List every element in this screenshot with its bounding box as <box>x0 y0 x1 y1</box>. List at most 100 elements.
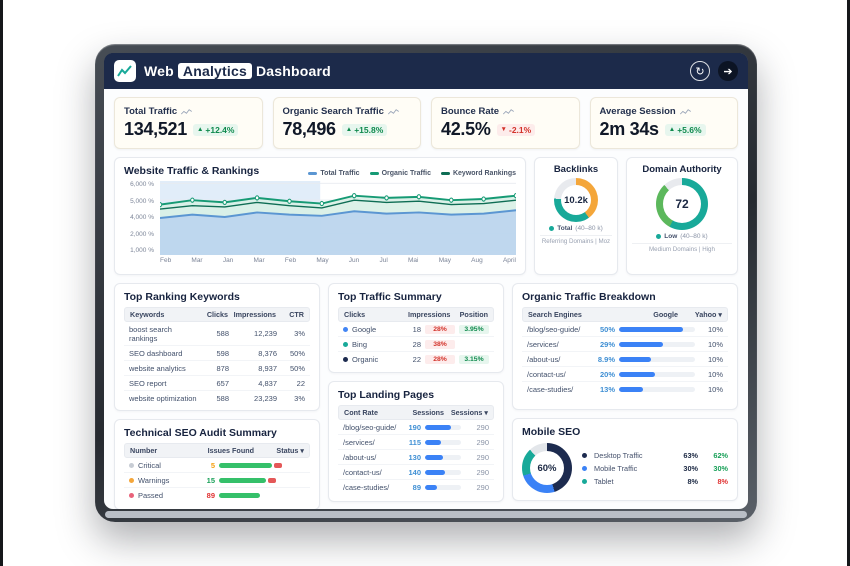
issue-cell: Warnings <box>129 476 185 485</box>
table-row: /services/29% 10% <box>522 337 728 352</box>
table-row: Organic 22 28% 3.15% <box>338 352 494 366</box>
table-row: /about-us/8.9% 10% <box>522 352 728 367</box>
table-header: Keywords Clicks Impressions CTR <box>124 307 310 322</box>
legend-dot-icon <box>582 452 587 458</box>
title-suffix: Dashboard <box>255 63 331 79</box>
x-axis-tick: Feb <box>160 257 172 264</box>
legend-item-keyword-rankings[interactable]: Keyword Rankings <box>440 170 516 177</box>
data-point-marker <box>190 197 195 203</box>
x-axis-tick: Mar <box>191 257 203 264</box>
engine-cell: Organic <box>343 355 401 364</box>
top-keywords-title: Top Ranking Keywords <box>124 291 240 303</box>
page-cell: /contact-us/ <box>343 467 382 477</box>
impressions-cell: 23,239 <box>254 393 277 403</box>
page-cell: /services/ <box>343 437 375 447</box>
x-axis-tick: Jan <box>222 257 234 264</box>
legend-item-total-traffic[interactable]: Total Traffic <box>308 169 360 177</box>
kpi-label: Bounce Rate <box>441 106 570 117</box>
x-axis-tick: April <box>502 257 516 264</box>
backlinks-footer: Referring Domains | Moz <box>540 235 612 245</box>
legend-value: 30% <box>683 463 698 473</box>
column-header: Sessions <box>412 408 444 417</box>
tablet-frame: Web Analytics Dashboard ↻ ➔ Total Traffi… <box>95 44 757 522</box>
sparkline-icon <box>387 109 399 115</box>
impressions-badge: 28% <box>425 324 455 334</box>
column-header: Position <box>459 310 488 319</box>
table-row: website optimization 588 23,239 3% <box>124 391 310 405</box>
mobile-seo-value: 60% <box>537 462 557 474</box>
backlinks-card: Backlinks 10.2k Total (40–80 k) Referrin… <box>534 157 618 275</box>
table-row: /blog/seo-guide/50% 10% <box>522 322 728 337</box>
column-header: Cont Rate <box>344 408 378 417</box>
ctr-cell: 50% <box>289 363 305 373</box>
domain-authority-title: Domain Authority <box>642 164 722 175</box>
mobile-seo-donut-chart: 60% <box>522 443 572 493</box>
impressions-cell: 4,837 <box>258 378 277 388</box>
legend-label: Total Traffic <box>320 169 360 177</box>
clicks-cell: 598 <box>216 348 229 358</box>
table-body: /blog/seo-guide/190 290/services/115 290/a… <box>338 420 494 494</box>
bottom-grid: Top Ranking Keywords Keywords Clicks Impre… <box>114 283 738 509</box>
ctr-cell: 22 <box>296 378 305 388</box>
legend-item-organic-traffic[interactable]: Organic Traffic <box>369 170 431 177</box>
account-icon: ➔ <box>723 65 733 78</box>
backlinks-title: Backlinks <box>553 164 599 175</box>
position-badge: 3.15% <box>459 354 489 364</box>
table-row: Critical 5 <box>124 458 310 473</box>
domain-authority-donut-chart: 72 <box>656 178 708 230</box>
column-header[interactable]: Sessions ▾ <box>450 408 488 417</box>
share-cell: 10% <box>707 324 723 334</box>
y-axis-tick: 5,000 % <box>130 197 154 205</box>
backlinks-legend: Total (40–80 k) <box>549 225 603 232</box>
domain-authority-legend: Low (40–80 k) <box>656 233 708 240</box>
account-button[interactable]: ➔ <box>718 61 738 81</box>
y-axis-tick: 2,000 % <box>130 230 154 238</box>
column-header[interactable]: Yahoo ▾ <box>694 310 722 319</box>
legend-marker-icon <box>369 171 379 175</box>
share-bar <box>619 371 695 377</box>
page-edge-right <box>847 0 850 566</box>
kpi-delta-badge: ▲ +5.6% <box>664 123 706 136</box>
sessions-value-cell: 290 <box>476 482 489 492</box>
traffic-summary-card: Top Traffic Summary Clicks Impressions Pos… <box>328 283 504 373</box>
issues-count-cell: 89 <box>206 490 215 500</box>
impressions-cell: 12,239 <box>254 329 277 338</box>
domain-authority-card: Domain Authority 72 Low (40–80 k) Medium… <box>626 157 738 275</box>
total-traffic-line <box>160 209 516 219</box>
status-bar-red <box>268 477 277 483</box>
kpi-value: 42.5% <box>441 119 491 139</box>
page-cell: /case-studies/ <box>343 482 390 492</box>
status-bar-red <box>274 462 283 468</box>
seo-audit-title: Technical SEO Audit Summary <box>124 427 277 439</box>
kpi-label: Organic Search Traffic <box>283 106 412 117</box>
column-header: Search Engines <box>528 310 582 319</box>
percent-cell: 8.9% <box>597 354 615 364</box>
refresh-button[interactable]: ↻ <box>690 61 710 81</box>
organic-breakdown-title: Organic Traffic Breakdown <box>522 291 656 303</box>
legend-delta: 62% <box>713 450 728 460</box>
column-header: CTR <box>289 310 304 319</box>
sessions-cell: 89 <box>412 482 421 492</box>
sessions-bar-fill <box>425 439 442 445</box>
sessions-cell: 115 <box>408 437 421 447</box>
header-actions: ↻ ➔ <box>690 61 738 81</box>
percent-cell: 13% <box>599 384 615 394</box>
data-point-marker <box>160 201 163 208</box>
kpi-value: 78,496 <box>282 119 337 139</box>
x-axis-tick: Mai <box>408 257 419 264</box>
engine-dot-icon <box>343 356 348 362</box>
keyword-rankings-line <box>160 199 516 210</box>
chart-row: Website Traffic & Rankings Total Traffic… <box>114 157 738 275</box>
column-header[interactable]: Status ▾ <box>276 446 304 455</box>
page-cell: /contact-us/ <box>527 369 566 379</box>
share-bar-fill <box>619 341 664 347</box>
sessions-value-cell: 290 <box>476 422 489 432</box>
share-bar <box>619 386 695 392</box>
kpi-row: Total Traffic 134,521 ▲ +12.4% Organic Se… <box>114 97 738 149</box>
kpi-delta-badge: ▲ +15.8% <box>341 123 388 136</box>
table-row: Google 18 28% 3.95% <box>338 322 494 337</box>
column-header: Google <box>653 310 678 319</box>
landing-pages-card: Top Landing Pages Cont Rate Sessions Sessi… <box>328 381 504 502</box>
top-keywords-card: Top Ranking Keywords Keywords Clicks Impre… <box>114 283 320 411</box>
domain-authority-value: 72 <box>675 197 689 211</box>
